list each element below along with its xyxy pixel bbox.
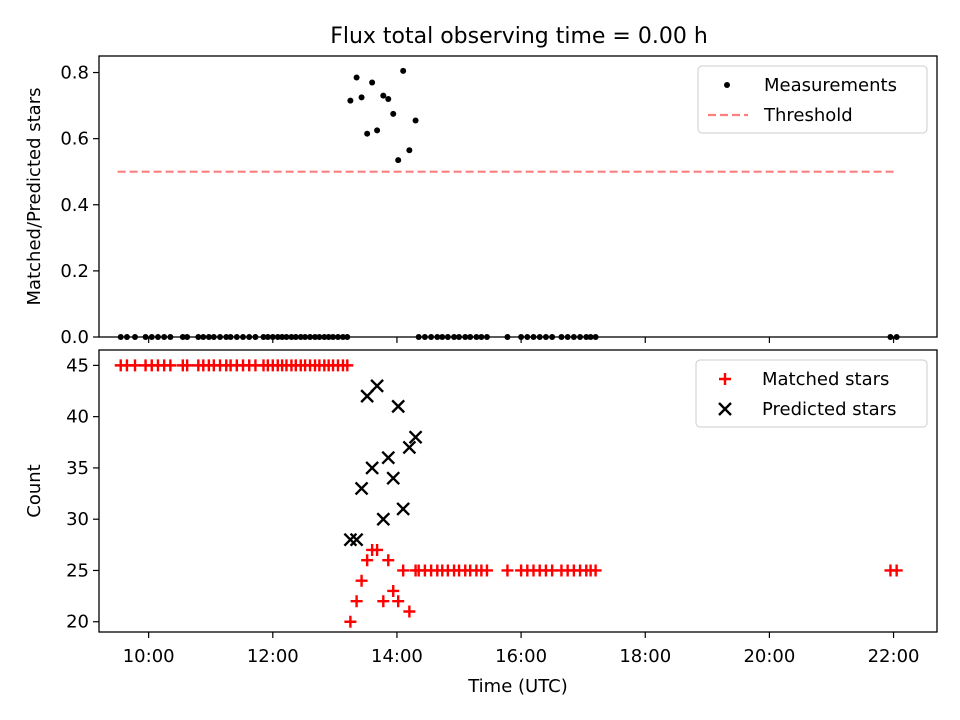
matched-stars-point [501, 564, 514, 577]
matched-stars-point [355, 574, 368, 587]
measurements-point [395, 157, 402, 164]
xtick-label: 12:00 [247, 646, 299, 667]
xtick-label: 20:00 [743, 646, 795, 667]
matched-stars-point [387, 584, 400, 597]
predicted-stars-point [354, 481, 369, 496]
measurements-point [400, 67, 407, 74]
bottom-ytick-label: 45 [66, 355, 89, 376]
xlabel: Time (UTC) [467, 676, 568, 697]
measurements-point [353, 74, 360, 81]
predicted-stars-point [349, 532, 364, 547]
predicted-stars-point [360, 389, 375, 403]
predicted-stars-point [376, 512, 391, 527]
xtick-label: 14:00 [371, 646, 423, 667]
matched-stars-point [589, 564, 602, 577]
bottom-ytick-label: 25 [66, 560, 89, 581]
bottom-axes-frame [98, 349, 938, 633]
measurements-point [390, 110, 397, 117]
top-ylabel: Matched/Predicted stars [24, 88, 45, 306]
xtick-label: 10:00 [123, 646, 175, 667]
measurements-legend-label: Measurements [764, 75, 897, 96]
top-axes-frame [98, 55, 938, 338]
top-ytick-label: 0.2 [60, 261, 89, 282]
chart-title: Flux total observing time = 0.00 h [330, 24, 708, 49]
predicted-stars-point [408, 430, 423, 445]
matched-stars-legend-label: Matched stars [762, 369, 889, 390]
bottom-ylabel: Count [24, 464, 45, 517]
bottom-legend [695, 359, 928, 428]
matched-stars-point [164, 359, 177, 372]
top-ytick-label: 0.0 [60, 327, 89, 348]
predicted-stars-point [386, 471, 401, 486]
bottom-ytick-label: 30 [66, 509, 89, 530]
predicted-stars-point [365, 461, 379, 475]
matched-stars-point [392, 595, 405, 608]
matched-stars-legend-marker [719, 373, 731, 385]
measurements-point [374, 127, 381, 134]
predicted-stars-legend-label: Predicted stars [762, 399, 896, 420]
predicted-stars-point [381, 450, 396, 465]
measurements-legend-marker [724, 82, 730, 88]
predicted-stars-legend-marker [718, 402, 732, 416]
measurements-point [347, 97, 354, 104]
predicted-stars-point [396, 502, 411, 516]
top-ytick-label: 0.6 [60, 129, 89, 150]
matched-stars-point [350, 595, 363, 608]
measurements-point [406, 147, 413, 154]
measurements-point [412, 117, 419, 124]
measurements-point [380, 92, 387, 99]
matched-stars-point [890, 564, 903, 577]
matched-stars-point [403, 605, 416, 618]
top-panel: 0.0 0.2 0.4 0.6 0.8 Matched/Predicted stars Me… [24, 55, 938, 348]
predicted-stars-point [391, 399, 406, 414]
matched-stars-point [382, 554, 395, 567]
xtick-label: 18:00 [619, 646, 671, 667]
measurements-point [364, 130, 371, 137]
xtick-label: 16:00 [495, 646, 547, 667]
measurements-point [358, 94, 365, 101]
matched-stars-point [181, 359, 194, 372]
matched-stars-point [480, 564, 493, 577]
top-legend [697, 65, 928, 134]
matched-stars-point [344, 615, 357, 628]
predicted-stars-point [370, 379, 384, 393]
matched-stars-point [377, 595, 390, 608]
matched-stars-point [361, 554, 374, 567]
matched-stars-point [341, 359, 354, 372]
bottom-panel: 20 25 30 35 40 45 10:00 12:00 14:00 16:00 18:00 20:… [24, 349, 938, 697]
threshold-legend-label: Threshold [763, 105, 853, 126]
bottom-ytick-label: 35 [66, 458, 89, 479]
top-ytick-label: 0.4 [60, 195, 89, 216]
measurements-point [385, 95, 392, 102]
matched-stars-point [397, 564, 410, 577]
predicted-stars-point [343, 532, 358, 547]
xtick-label: 22:00 [868, 646, 920, 667]
bottom-ytick-label: 40 [66, 407, 89, 428]
matched-stars-point [371, 543, 384, 556]
measurements-point [369, 79, 376, 86]
bottom-ytick-label: 20 [66, 612, 89, 633]
predicted-stars-point [402, 440, 417, 455]
matched-stars-point [129, 359, 142, 372]
top-ytick-label: 0.8 [60, 63, 89, 84]
